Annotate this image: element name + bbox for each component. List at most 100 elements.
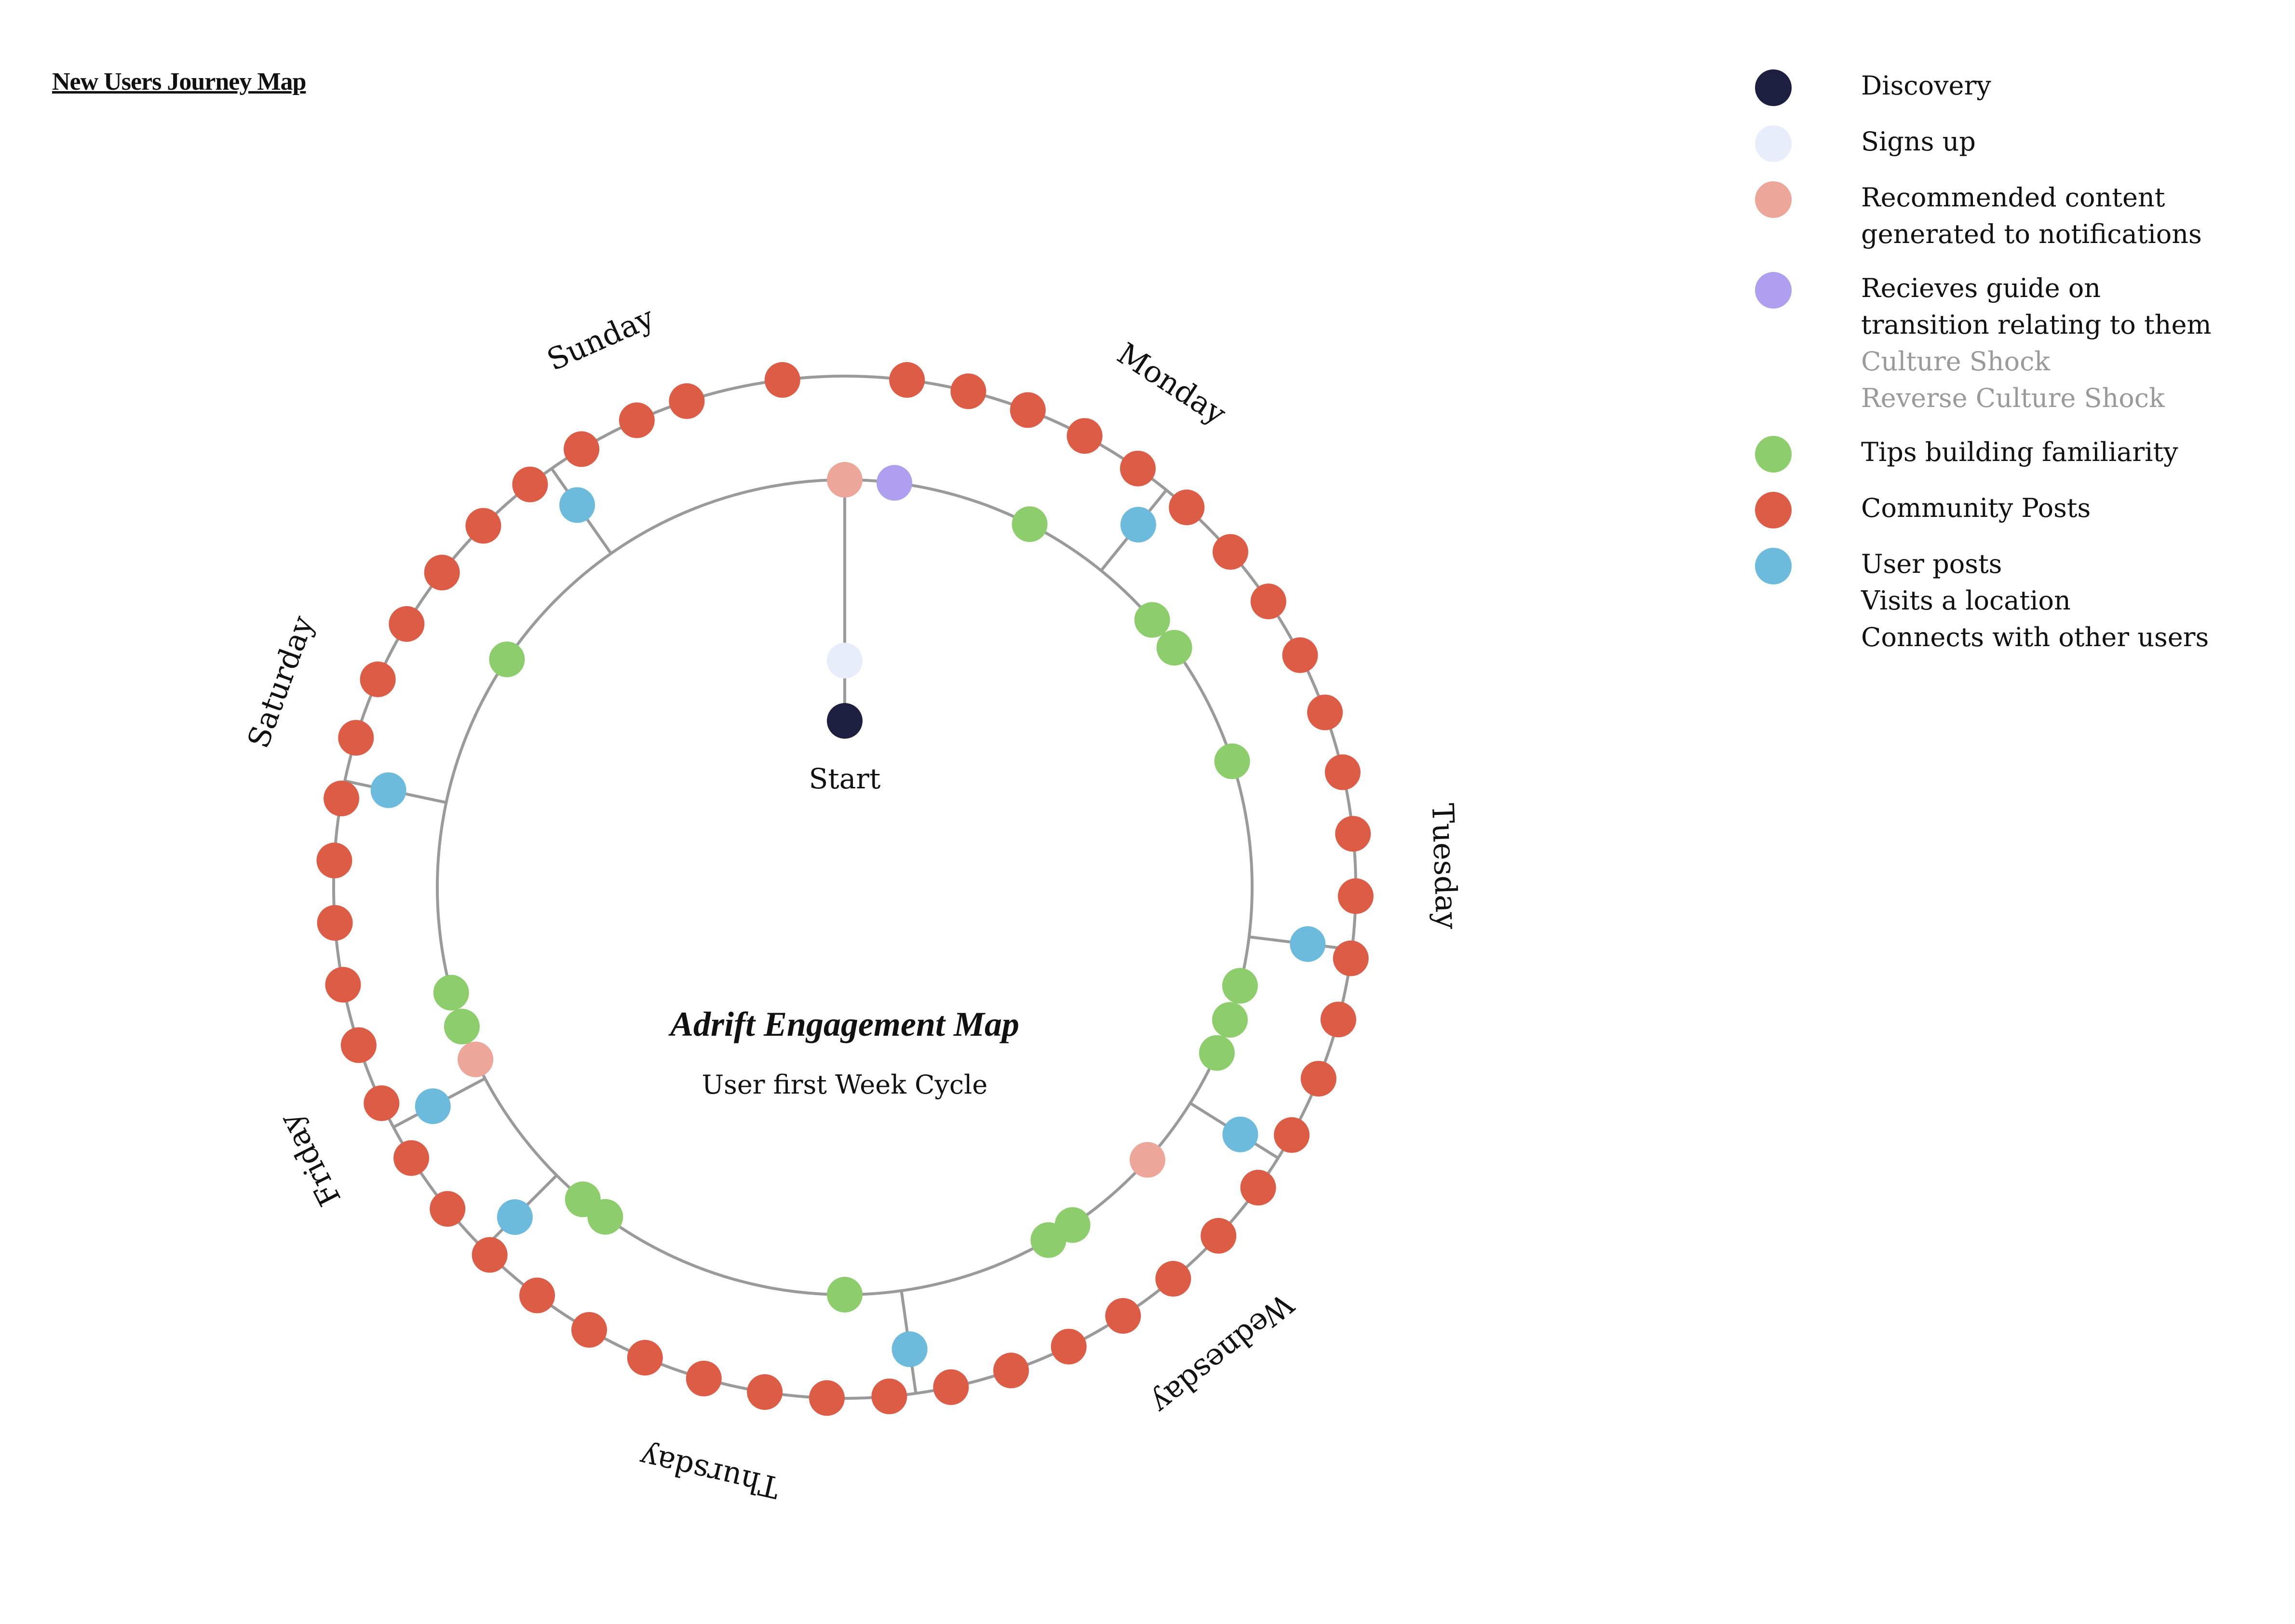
community-post-dot — [465, 508, 501, 544]
legend-label: transition relating to them — [1861, 310, 2212, 340]
community-post-dot — [1201, 1218, 1237, 1254]
day-label-thursday: Thursday — [636, 1439, 783, 1505]
community-post-dot — [1282, 637, 1318, 673]
legend-swatch — [1755, 181, 1792, 218]
legend-label: Discovery — [1861, 70, 1991, 101]
user-post-dot — [891, 1331, 928, 1367]
tips-dot — [1199, 1035, 1235, 1071]
community-post-dot — [1333, 940, 1369, 976]
community-post-dot — [809, 1380, 845, 1416]
legend-swatch — [1755, 436, 1792, 473]
recommended-dot — [827, 462, 863, 498]
legend-label: User posts — [1861, 549, 2002, 579]
community-post-dot — [933, 1369, 969, 1405]
tips-dot — [1222, 968, 1258, 1004]
community-post-dot — [316, 842, 352, 879]
legend-label: Signs up — [1861, 126, 1976, 157]
tips-dot — [1156, 630, 1192, 666]
recommended-dot — [458, 1042, 494, 1078]
community-post-dot — [627, 1340, 663, 1376]
legend-label: Reverse Culture Shock — [1861, 383, 2165, 413]
legend-label: generated to notifications — [1861, 219, 2202, 249]
legend-label: Community Posts — [1861, 493, 2091, 523]
legend-label: Recommended content — [1861, 182, 2165, 213]
community-post-dot — [424, 555, 460, 591]
tips-dot — [444, 1009, 480, 1045]
community-post-dot — [1250, 583, 1286, 620]
community-post-dot — [1120, 450, 1156, 487]
legend-label: Recieves guide on — [1861, 273, 2101, 303]
community-post-dot — [338, 720, 374, 756]
community-post-dot — [747, 1374, 783, 1410]
legend-swatch — [1755, 492, 1792, 528]
community-post-dot — [564, 431, 600, 467]
tips-dot — [565, 1181, 601, 1218]
page-title: New Users Journey Map — [52, 68, 306, 95]
tips-dot — [1212, 1002, 1248, 1038]
diagram-subtitle: User first Week Cycle — [702, 1069, 988, 1100]
day-label-saturday: Saturday — [241, 611, 321, 752]
tips-dot — [1134, 602, 1170, 638]
community-post-dot — [1051, 1328, 1087, 1365]
community-post-dot — [472, 1237, 508, 1273]
tips-dot — [1214, 743, 1250, 779]
community-post-dot — [993, 1353, 1029, 1389]
user-post-dot — [415, 1088, 451, 1124]
community-post-dot — [1010, 392, 1046, 428]
community-post-dot — [340, 1027, 377, 1063]
discovery-dot — [827, 703, 863, 739]
legend-item-user_posts: User posts Visits a location Connects with… — [1755, 546, 2209, 656]
guide-dot — [876, 465, 912, 501]
community-post-dot — [1300, 1061, 1336, 1097]
community-post-dot — [1105, 1298, 1141, 1334]
day-label-wednesday: Wednesday — [1145, 1286, 1300, 1421]
community-post-dot — [686, 1360, 722, 1396]
tips-dot — [1012, 506, 1048, 542]
day-label-monday: Monday — [1111, 336, 1232, 432]
tips-dot — [489, 641, 525, 677]
legend-swatch — [1755, 69, 1792, 106]
user-post-dot — [1290, 926, 1326, 962]
legend-swatch — [1755, 548, 1792, 584]
community-post-dot — [1324, 754, 1361, 790]
community-post-dot — [519, 1277, 555, 1313]
signup-dot — [827, 643, 863, 678]
tips-dot — [433, 974, 469, 1011]
community-post-dot — [889, 362, 925, 398]
legend-item-recommended: Recommended content generated to notifica… — [1755, 179, 2202, 253]
community-post-dot — [1274, 1117, 1310, 1153]
community-post-dot — [1155, 1261, 1191, 1297]
community-post-dot — [317, 905, 353, 941]
community-post-dot — [871, 1378, 907, 1414]
community-post-dot — [324, 780, 360, 816]
legend-label: Connects with other users — [1861, 622, 2209, 652]
community-post-dot — [389, 606, 425, 642]
community-post-dot — [764, 362, 800, 398]
day-label-sunday: Sunday — [542, 299, 659, 378]
community-post-dot — [1335, 816, 1371, 852]
legend-item-guide: Recieves guide on transition relating to … — [1755, 270, 2212, 417]
legend-label: Culture Shock — [1861, 346, 2051, 377]
start-label: Start — [809, 762, 881, 795]
community-post-dot — [669, 383, 705, 419]
community-post-dot — [325, 967, 361, 1003]
legend-item-tips: Tips building familiarity — [1755, 434, 2178, 473]
community-post-dot — [1169, 489, 1205, 526]
community-post-dot — [1307, 694, 1343, 731]
tips-dot — [827, 1277, 863, 1313]
community-post-dot — [1212, 534, 1248, 570]
day-label-friday: Friday — [271, 1108, 348, 1212]
day-label-tuesday: Tuesday — [1425, 803, 1465, 930]
legend-item-signup: Signs up — [1755, 123, 1976, 162]
community-post-dot — [571, 1312, 607, 1348]
user-post-dot — [559, 487, 595, 523]
community-post-dot — [364, 1085, 400, 1121]
user-post-dot — [370, 772, 406, 808]
legend-item-community: Community Posts — [1755, 490, 2091, 528]
diagram-title: Adrift Engagement Map — [668, 1005, 1019, 1043]
tips-dot — [1030, 1222, 1066, 1258]
user-post-dot — [497, 1199, 533, 1235]
user-post-dot — [1120, 507, 1156, 543]
legend-swatch — [1755, 272, 1792, 309]
